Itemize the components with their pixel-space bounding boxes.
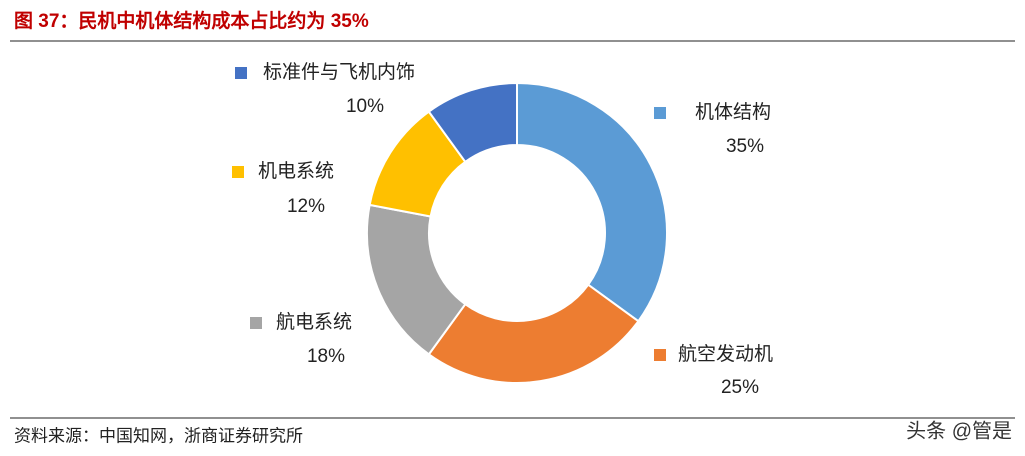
donut-slice <box>427 283 640 384</box>
legend-swatch <box>232 166 244 178</box>
legend-swatch <box>654 349 666 361</box>
donut-slice <box>427 81 518 164</box>
data-label: 12% <box>287 196 325 217</box>
source: 资料来源：中国知网，浙商证券研究所 <box>14 426 303 445</box>
data-label: 10% <box>346 96 384 117</box>
data-label: 35% <box>726 136 764 157</box>
legend-label: 机体结构 <box>695 101 771 123</box>
legend-label: 航空发动机 <box>678 343 773 365</box>
watermark: 头条 @管是 <box>906 419 1012 442</box>
legend-label: 标准件与飞机内饰 <box>263 61 415 83</box>
legend-swatch <box>654 107 666 119</box>
legend-label: 航电系统 <box>276 311 352 333</box>
legend-swatch <box>250 317 262 329</box>
data-label: 25% <box>721 377 759 398</box>
data-label: 18% <box>307 346 345 367</box>
chart-title: 图 37：民机中机体结构成本占比约为 35% <box>14 9 369 32</box>
legend-label: 机电系统 <box>258 160 334 182</box>
legend-swatch <box>235 67 247 79</box>
donut-slice <box>516 81 668 323</box>
